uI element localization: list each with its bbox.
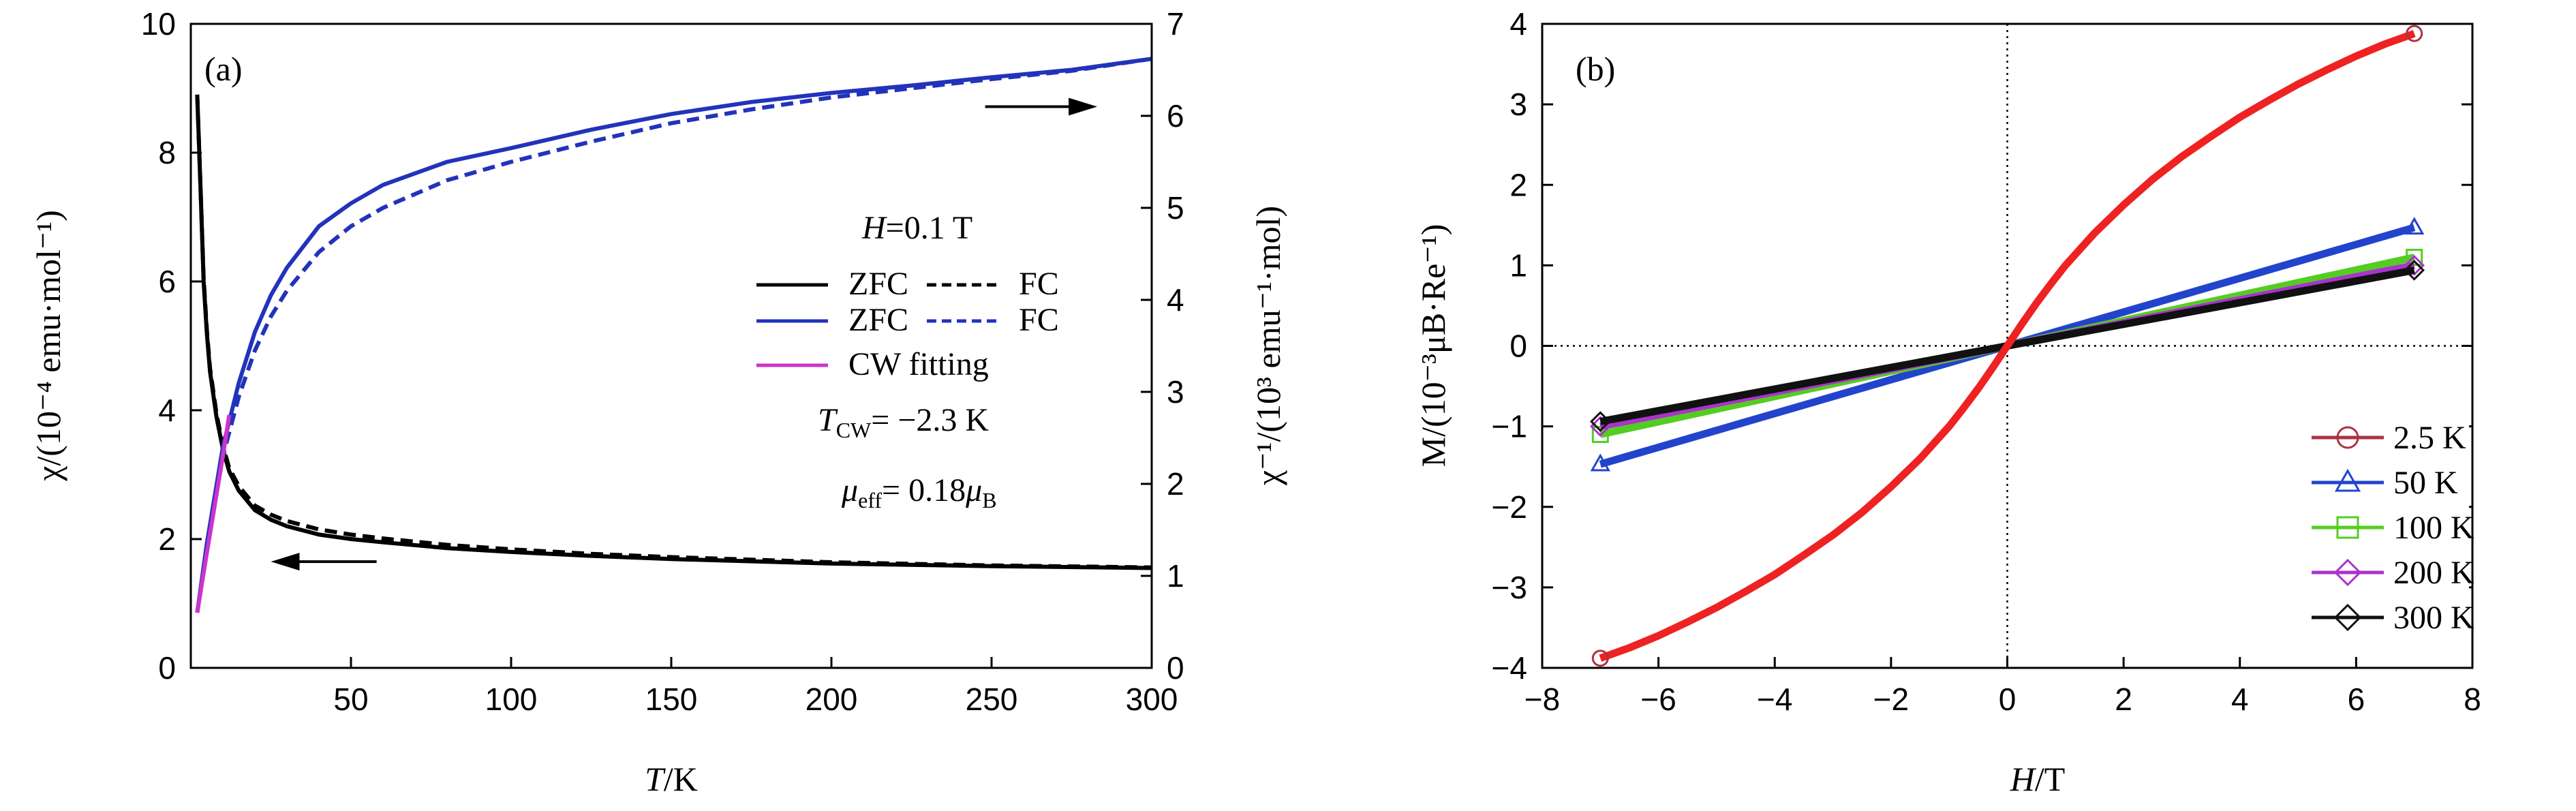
panel-a-ytick-left-label: 0 [158,650,176,686]
panel-a-ylabel-right: χ⁻¹/(10³ emu⁻¹·mol) [1249,206,1287,486]
panel-b-series-4-end-marker [2404,260,2425,281]
panel-a-ytick-right-label: 5 [1167,190,1184,226]
panel-a-frame [189,22,1153,669]
panel-b-legend-marker-1 [2334,468,2361,492]
panel-a-arrow-head-0 [271,553,300,571]
panel-b-series-4-start-marker [1589,411,1611,432]
panel-b-ytick-label: 3 [1509,87,1527,122]
panel-b-legend-marker-4 [2333,603,2362,632]
panel-b-xtick-label: −2 [1873,682,1909,717]
panel-b-legend-bg [2302,412,2469,647]
panel-b-ytick-label: 2 [1509,167,1527,202]
panel-b-ytick-label: −1 [1492,409,1527,444]
panel-b-legend-marker-3 [2333,558,2362,587]
panel-a-legend-label-2: ZFC [848,302,908,338]
panel-b-ytick-label: −4 [1492,650,1527,686]
panel-b-label: (b) [1576,50,1615,88]
panel-b-series-1-end-marker [2404,217,2425,235]
panel-b-xlabel: H/T [2010,760,2066,798]
panel-b-xtick-label: −6 [1640,682,1676,717]
panel-b-xtick-label: 4 [2231,682,2249,717]
panel-b-xtick-label: −4 [1757,682,1792,717]
panel-b-ytick-label: 4 [1509,6,1527,42]
panel-a-xtick-label: 300 [1126,682,1178,717]
panel-b-zero-lines [1542,24,2472,668]
panel-b-series-0-start-marker [1591,649,1609,667]
panel-b-series-3-end-marker [2404,255,2425,276]
panel-a-ytick-right-label: 7 [1167,6,1184,42]
panel-b-legend-label-2: 100 K [2393,510,2474,546]
panel-a-ytick-right-label: 4 [1167,282,1184,318]
panel-a-xtick-label: 150 [645,682,698,717]
panel-a-series-2 [195,57,1152,613]
panel-a-xtick-label: 50 [333,682,368,717]
panel-a-legend-label-1: FC [1019,266,1059,302]
panel-b-ytick-label: −3 [1492,570,1527,605]
panel-a-field-annotation: H=0.1 T [861,210,972,246]
panel-b-ylabel: M/(10⁻³μB·Re⁻¹) [1414,224,1452,468]
panel-a-ylabel-left: χ/(10⁻⁴ emu·mol⁻¹) [29,210,67,482]
panel-a-xlabel: T/K [645,760,698,798]
panel-b-legend-label-1: 50 K [2393,465,2458,501]
panel-a-ytick-left-label: 4 [158,393,176,428]
panel-b-xtick-label: 6 [2348,682,2365,717]
panel-b-legend-label-4: 300 K [2393,600,2474,636]
panel-b-legend-label-3: 200 K [2393,555,2474,591]
panel-b-legend: 2.5 K 50 K 100 K 200 K 300 K [2302,412,2474,647]
panel-a-label: (a) [204,50,243,88]
panel-b-ytick-label: −2 [1492,489,1527,525]
panel-b-ytick-label: 1 [1509,247,1527,283]
panel-a-ytick-right-label: 2 [1167,466,1184,502]
panel-a-series-4 [195,414,232,613]
panel-a-ytick-right-label: 1 [1167,558,1184,594]
panel-a-legend-label-4: CW fitting [848,346,989,382]
panel-a-series [195,57,1152,613]
panel-a-xtick-label: 250 [966,682,1018,717]
panel-a-ytick-right-label: 3 [1167,374,1184,410]
panel-a-series-3 [195,57,1152,613]
panel-a-tcw-annotation: TCW= −2.3 K [818,402,989,442]
panel-b-series-0 [1599,30,2416,662]
panel-b-series-0-end-marker [2406,25,2423,42]
panel-b-legend-label-0: 2.5 K [2393,420,2466,456]
panel-b-frame [1541,22,2474,669]
panel-a-ytick-left-label: 2 [158,521,176,557]
panel-b-series-2-end-marker [2406,249,2423,266]
panel-b-xtick-label: −8 [1524,682,1560,717]
panel-b-series-2-start-marker [1591,425,1609,443]
panel-a-xtick-label: 100 [485,682,538,717]
panel-b: (b) −8 −6 −4 −2 0 2 4 6 8 −4 −3 −2 −1 0 1 2 3 4 H/T M/(10… [1414,6,2481,798]
panel-b-series [1589,25,2425,667]
panel-b-xtick-label: 0 [1999,682,2017,717]
panel-b-legend-marker-2 [2336,516,2359,539]
panel-a-arrow-head-1 [1069,97,1098,116]
panel-a-legend-label-3: FC [1019,302,1059,338]
panel-b-xtick-label: 8 [2464,682,2481,717]
panel-b-legend-marker-0 [2336,426,2359,449]
panel-a-legend: ZFC FC ZFC FC CW fitting [756,266,1059,382]
panel-b-ytick-label: 0 [1509,328,1527,364]
panel-a-ytick-left-label: 6 [158,264,176,299]
panel-a-xtick-label: 200 [806,682,858,717]
panel-a-ytick-left-label: 10 [141,6,176,42]
panel-a-legend-label-0: ZFC [848,266,908,302]
panel-a-ytick-left-label: 8 [158,135,176,170]
panel-a-ytick-right-label: 6 [1167,98,1184,134]
panel-b-ticks: −8 −6 −4 −2 0 2 4 6 8 −4 −3 −2 −1 0 1 2 3 4 [1492,6,2481,717]
panel-b-series-1-start-marker [1590,453,1610,472]
panel-a-ytick-right-label: 0 [1167,650,1184,686]
panel-b-xtick-label: 2 [2115,682,2132,717]
panel-a-series-1 [195,94,1152,570]
panel-a-mueff-annotation: μeff= 0.18μB [841,472,997,512]
